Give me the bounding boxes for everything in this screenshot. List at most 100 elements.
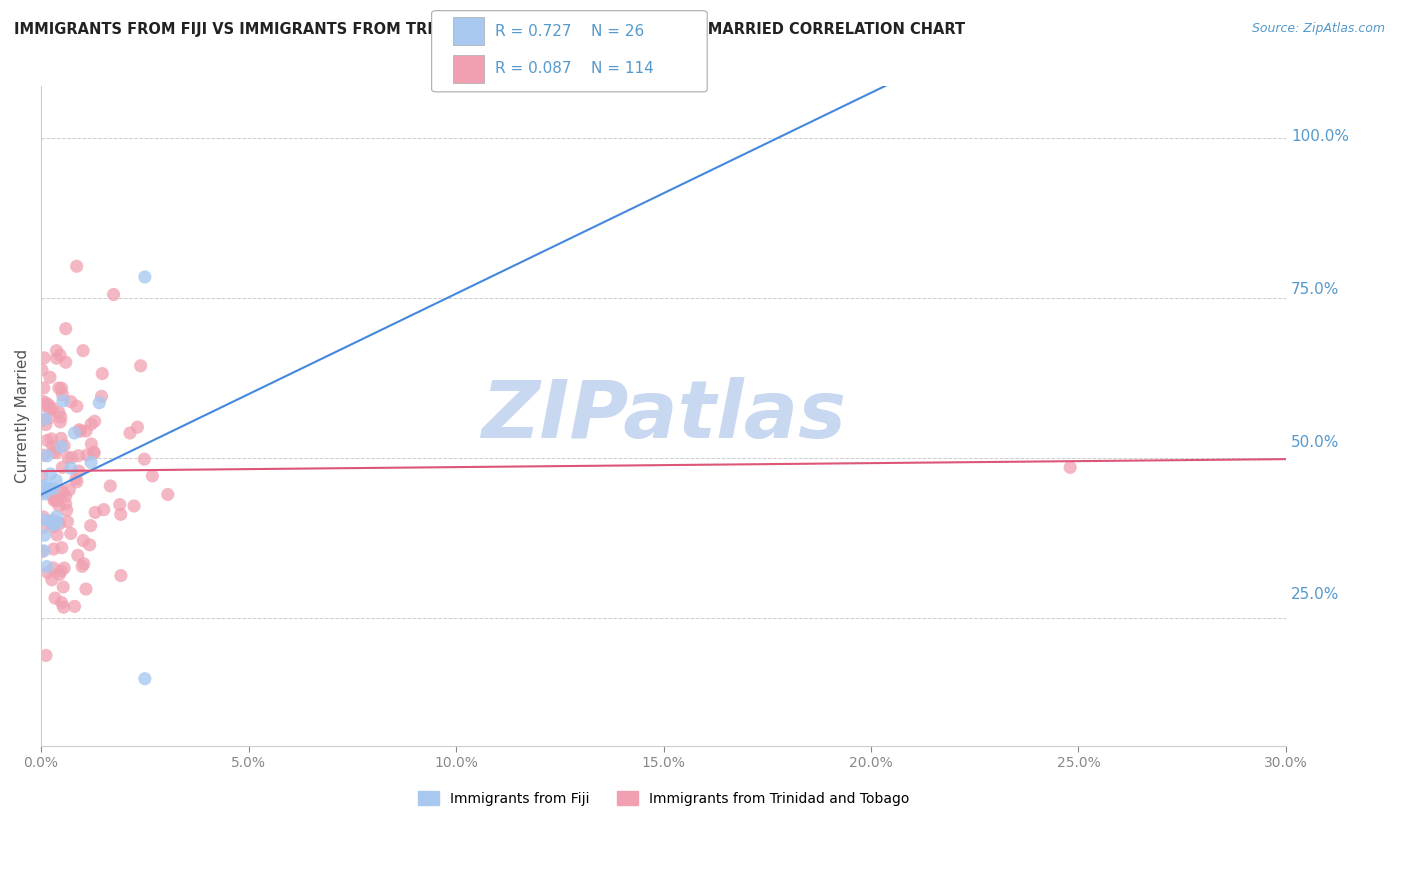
Point bbox=[91, 367, 114, 381]
Point bbox=[80, 437, 103, 451]
Point bbox=[110, 508, 132, 522]
Point bbox=[49, 348, 72, 362]
Text: Source: ZipAtlas.com: Source: ZipAtlas.com bbox=[1251, 22, 1385, 36]
Point bbox=[45, 351, 67, 366]
Point bbox=[80, 455, 103, 469]
Point bbox=[79, 538, 101, 552]
Point bbox=[60, 450, 83, 465]
Point bbox=[31, 469, 53, 483]
Point bbox=[51, 440, 73, 454]
Point bbox=[34, 478, 56, 492]
Point bbox=[141, 469, 163, 483]
Point bbox=[59, 526, 82, 541]
Point bbox=[35, 396, 58, 410]
Point bbox=[72, 533, 94, 548]
Point bbox=[51, 541, 73, 555]
Point bbox=[127, 420, 149, 434]
Point bbox=[42, 481, 65, 495]
Point bbox=[49, 415, 72, 429]
Text: IMMIGRANTS FROM FIJI VS IMMIGRANTS FROM TRINIDAD AND TOBAGO CURRENTLY MARRIED CO: IMMIGRANTS FROM FIJI VS IMMIGRANTS FROM … bbox=[14, 22, 965, 37]
Point bbox=[72, 343, 94, 358]
Point bbox=[56, 450, 79, 465]
Point bbox=[67, 449, 90, 463]
Point bbox=[41, 440, 63, 454]
Point bbox=[48, 405, 70, 419]
Point bbox=[55, 321, 77, 335]
Point bbox=[35, 483, 58, 497]
Text: ZIPatlas: ZIPatlas bbox=[481, 377, 846, 455]
Point bbox=[32, 543, 55, 558]
Point bbox=[31, 399, 53, 413]
Point bbox=[31, 520, 53, 534]
Point bbox=[118, 425, 141, 440]
Point bbox=[48, 567, 70, 582]
Point bbox=[156, 487, 179, 501]
Point bbox=[84, 505, 107, 519]
Point bbox=[38, 482, 60, 496]
Point bbox=[34, 412, 56, 426]
Point bbox=[37, 434, 59, 448]
Point bbox=[46, 493, 69, 508]
Point bbox=[93, 502, 115, 516]
Point bbox=[46, 528, 69, 542]
Y-axis label: Currently Married: Currently Married bbox=[15, 349, 30, 483]
Point bbox=[58, 483, 80, 497]
Point bbox=[67, 464, 90, 478]
Point bbox=[41, 432, 63, 446]
Point bbox=[134, 269, 156, 284]
Point bbox=[38, 514, 60, 528]
Point bbox=[45, 516, 67, 530]
Point bbox=[83, 445, 105, 459]
Point bbox=[32, 484, 55, 499]
Point bbox=[34, 487, 56, 501]
Point bbox=[66, 549, 89, 563]
Point bbox=[35, 648, 58, 663]
Point bbox=[66, 475, 89, 489]
Point bbox=[63, 599, 86, 614]
Point bbox=[70, 559, 93, 574]
Point bbox=[110, 568, 132, 582]
Point bbox=[83, 446, 105, 460]
Point bbox=[55, 489, 77, 503]
Point bbox=[55, 503, 77, 517]
Point bbox=[49, 409, 72, 424]
Point bbox=[38, 402, 60, 417]
Point bbox=[48, 499, 70, 513]
Point bbox=[45, 474, 67, 488]
Point bbox=[59, 394, 82, 409]
Point bbox=[103, 287, 125, 301]
Point bbox=[41, 516, 63, 530]
Point bbox=[41, 573, 63, 587]
Point bbox=[32, 510, 55, 524]
Point bbox=[42, 542, 65, 557]
Point bbox=[32, 394, 55, 409]
Legend: Immigrants from Fiji, Immigrants from Trinidad and Tobago: Immigrants from Fiji, Immigrants from Tr… bbox=[412, 786, 915, 812]
Point bbox=[49, 564, 72, 578]
Point bbox=[41, 401, 63, 416]
Point bbox=[45, 445, 67, 459]
Point bbox=[45, 493, 67, 508]
Point bbox=[108, 498, 131, 512]
Point bbox=[35, 417, 58, 432]
Point bbox=[89, 396, 111, 410]
Point bbox=[49, 431, 72, 445]
Point bbox=[59, 461, 82, 475]
Point bbox=[67, 423, 90, 437]
Point bbox=[66, 400, 89, 414]
Point bbox=[35, 559, 58, 574]
Point bbox=[42, 518, 65, 533]
Point bbox=[51, 388, 73, 402]
Point bbox=[42, 520, 65, 534]
Point bbox=[39, 370, 62, 384]
Point bbox=[83, 414, 105, 428]
Point bbox=[31, 413, 53, 427]
Point bbox=[1059, 460, 1081, 475]
Point bbox=[52, 393, 75, 408]
Point bbox=[45, 509, 67, 524]
Point bbox=[48, 381, 70, 395]
Point bbox=[51, 381, 73, 395]
Point bbox=[52, 600, 75, 615]
Point bbox=[129, 359, 152, 373]
Point bbox=[66, 260, 89, 274]
Point bbox=[42, 561, 65, 575]
